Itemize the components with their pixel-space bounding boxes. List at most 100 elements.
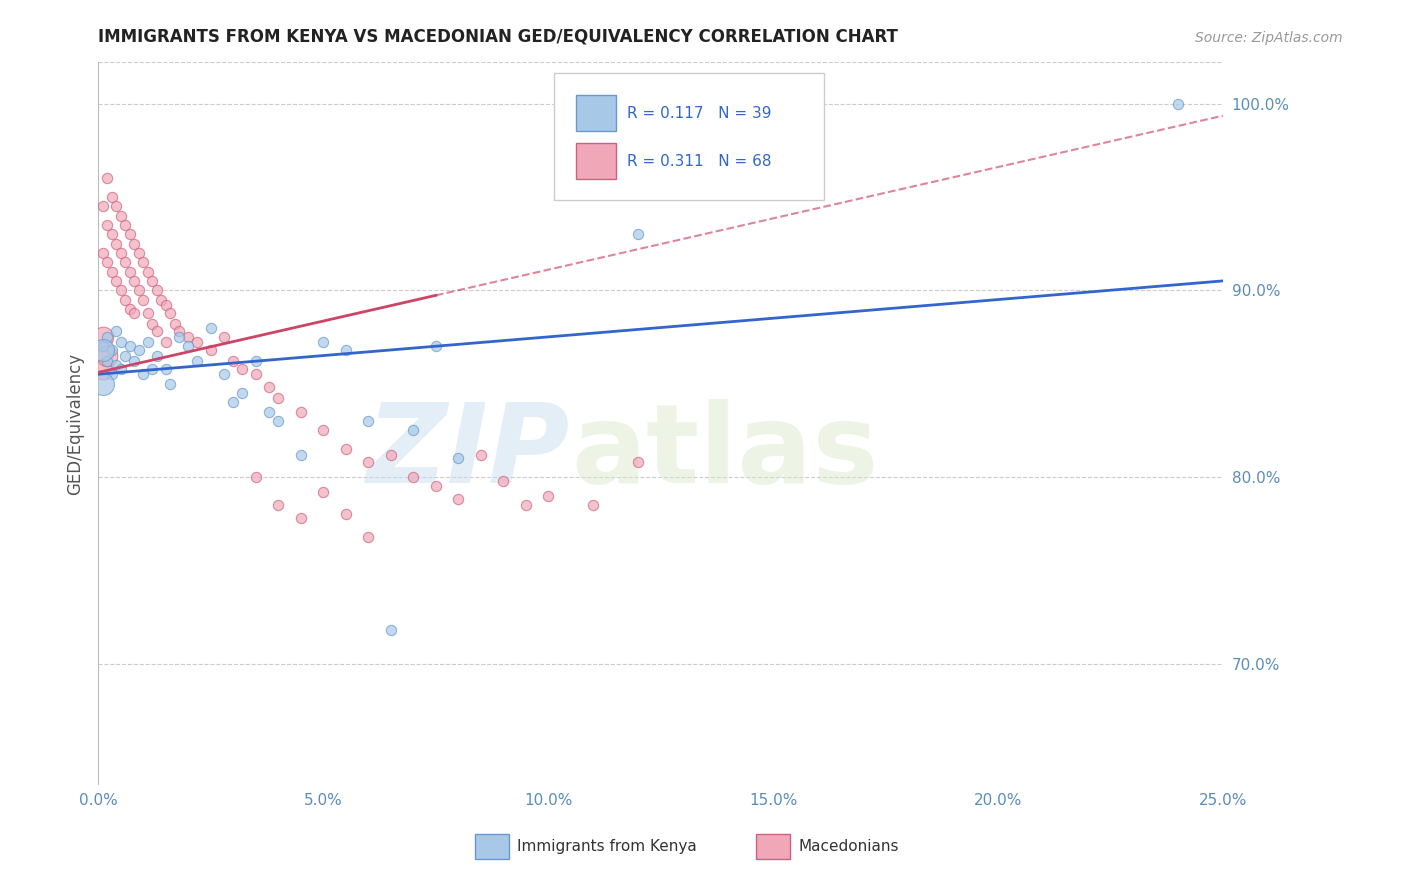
- Point: [312, 484, 335, 499]
- Point: [150, 293, 173, 307]
- Point: [141, 361, 163, 376]
- Point: [231, 385, 253, 400]
- Text: R = 0.117   N = 39: R = 0.117 N = 39: [627, 105, 772, 120]
- Point: [470, 448, 492, 462]
- Point: [627, 455, 650, 469]
- Point: [380, 448, 402, 462]
- Point: [114, 349, 136, 363]
- Point: [335, 508, 357, 522]
- Point: [425, 479, 447, 493]
- Point: [357, 530, 380, 544]
- FancyBboxPatch shape: [475, 834, 509, 859]
- Point: [110, 209, 132, 223]
- Point: [492, 474, 515, 488]
- Point: [177, 339, 200, 353]
- Point: [1167, 96, 1189, 111]
- FancyBboxPatch shape: [554, 73, 824, 200]
- Point: [537, 489, 560, 503]
- Point: [380, 623, 402, 637]
- Text: Macedonians: Macedonians: [799, 838, 898, 854]
- Point: [101, 190, 124, 204]
- Point: [312, 423, 335, 437]
- Text: Immigrants from Kenya: Immigrants from Kenya: [517, 838, 696, 854]
- Point: [124, 354, 146, 368]
- Point: [118, 264, 141, 278]
- Point: [402, 423, 425, 437]
- Point: [105, 324, 128, 338]
- Point: [118, 301, 141, 316]
- Point: [105, 274, 128, 288]
- Point: [132, 293, 155, 307]
- Point: [169, 330, 191, 344]
- Point: [290, 404, 312, 418]
- Point: [155, 298, 177, 312]
- FancyBboxPatch shape: [756, 834, 790, 859]
- Y-axis label: GED/Equivalency: GED/Equivalency: [66, 352, 84, 495]
- Point: [177, 330, 200, 344]
- Point: [132, 368, 155, 382]
- Point: [290, 448, 312, 462]
- Point: [312, 335, 335, 350]
- FancyBboxPatch shape: [576, 95, 616, 131]
- Point: [105, 358, 128, 372]
- Point: [136, 335, 159, 350]
- Point: [146, 283, 169, 297]
- Point: [146, 349, 169, 363]
- Point: [155, 361, 177, 376]
- Point: [101, 343, 124, 357]
- Point: [245, 470, 267, 484]
- Point: [159, 376, 181, 391]
- Text: atlas: atlas: [571, 399, 879, 506]
- Point: [200, 320, 222, 334]
- Point: [96, 349, 118, 363]
- Point: [91, 199, 114, 213]
- Point: [110, 335, 132, 350]
- Point: [214, 368, 236, 382]
- Point: [402, 470, 425, 484]
- Point: [267, 498, 290, 512]
- Point: [91, 376, 114, 391]
- Point: [425, 339, 447, 353]
- Point: [259, 380, 281, 394]
- Point: [259, 404, 281, 418]
- Point: [101, 227, 124, 242]
- Point: [118, 227, 141, 242]
- Point: [96, 171, 118, 186]
- Point: [91, 330, 114, 344]
- Point: [163, 317, 186, 331]
- Text: R = 0.311   N = 68: R = 0.311 N = 68: [627, 154, 772, 169]
- Point: [267, 414, 290, 428]
- Point: [245, 368, 267, 382]
- Point: [96, 354, 118, 368]
- Point: [110, 245, 132, 260]
- Point: [186, 354, 208, 368]
- Point: [124, 274, 146, 288]
- Point: [335, 442, 357, 456]
- Point: [114, 255, 136, 269]
- Point: [357, 455, 380, 469]
- Point: [335, 343, 357, 357]
- Point: [128, 283, 150, 297]
- Point: [141, 274, 163, 288]
- Point: [132, 255, 155, 269]
- Point: [101, 264, 124, 278]
- Point: [96, 330, 118, 344]
- Text: ZIP: ZIP: [367, 399, 571, 506]
- Point: [105, 236, 128, 251]
- Point: [222, 354, 245, 368]
- Point: [124, 305, 146, 319]
- Point: [105, 199, 128, 213]
- Point: [186, 335, 208, 350]
- Point: [114, 218, 136, 232]
- Point: [155, 335, 177, 350]
- Point: [515, 498, 537, 512]
- Point: [136, 305, 159, 319]
- Point: [222, 395, 245, 409]
- Point: [96, 255, 118, 269]
- Point: [214, 330, 236, 344]
- Point: [169, 324, 191, 338]
- Text: Source: ZipAtlas.com: Source: ZipAtlas.com: [1195, 31, 1343, 45]
- Point: [91, 343, 114, 357]
- Point: [447, 451, 470, 466]
- Point: [114, 293, 136, 307]
